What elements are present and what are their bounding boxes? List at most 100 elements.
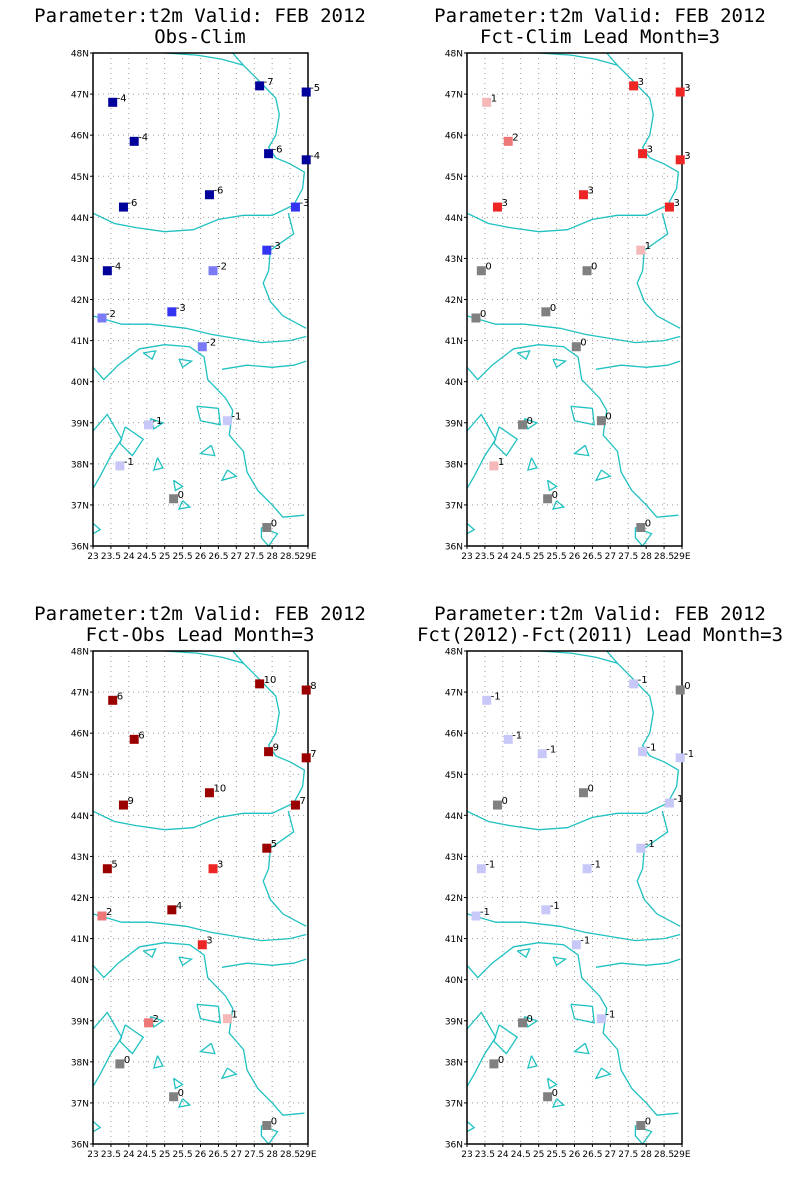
station-marker [255,81,265,91]
station-value-label: -3 [271,241,281,252]
coastline-path [164,650,244,664]
station-marker [629,679,639,689]
coastline-path [152,1055,164,1069]
station-marker [264,747,274,757]
coastline [92,52,307,548]
station-marker [636,523,646,533]
coastline-path [493,1024,519,1055]
station-marker [596,1014,606,1024]
station-value-label: -1 [673,794,683,805]
grid [467,53,682,546]
station-marker [167,307,177,317]
coastline-path [92,522,102,535]
station-value-label: -4 [117,93,127,104]
coastline-path [172,1077,184,1090]
x-tick-label: 23 [87,552,98,562]
y-tick-label: 38N [71,460,89,470]
x-tick-label: 29E [673,1150,690,1160]
station-value-label: 7 [299,796,305,807]
station-value-label: 8 [310,681,316,692]
y-tick-label: 40N [71,378,89,388]
station-value-label: 3 [684,83,690,94]
coastline-path [92,913,307,942]
station-value-label: -1 [485,860,495,871]
x-tick-label: 27.5 [618,552,638,562]
station-value-label: 3 [638,77,644,88]
x-tick-label: 28.5 [280,552,300,562]
y-tick-label: 46N [445,730,463,740]
station-marker [222,1014,232,1024]
station-value-label: -1 [580,936,590,947]
coastline [92,650,307,1146]
y-tick-label: 46N [71,132,89,142]
station-marker [471,313,481,323]
x-tick-label: 23 [87,1150,98,1160]
coastline-path [220,469,238,482]
coastline-path [466,413,497,489]
y-tick-label: 47N [445,91,463,101]
x-tick-label: 27.5 [618,1150,638,1160]
coastline-path [594,469,612,482]
station-value-label: 0 [684,681,690,692]
coastline-path [196,1003,221,1024]
y-tick-label: 39N [445,1017,463,1027]
station-marker [638,149,648,159]
y-tick-label: 48N [71,50,89,60]
coastline-path [119,426,145,457]
station-value-label: -3 [176,303,186,314]
station-value-label: -6 [213,186,223,197]
coastline-path [220,1067,238,1080]
station-value-label: 0 [271,519,277,530]
coastline-path [92,942,305,1116]
x-tick-label: 25 [533,1150,544,1160]
coastline-path [493,426,519,457]
coastline-path [538,52,618,66]
station-value-label: 2 [512,132,518,143]
station-value-label: 0 [645,519,651,530]
station-marker [638,747,648,757]
coastline-path [119,1024,145,1055]
station-marker [582,266,592,276]
x-tick-label: 26.5 [208,552,228,562]
plot-area [93,53,308,546]
station-marker [489,1059,499,1069]
station-marker [636,1121,646,1131]
x-tick-label: 27.5 [244,552,264,562]
coastline-path [595,360,681,370]
coastline-path [551,1098,566,1108]
station-marker [541,905,551,915]
coastline-path [516,350,531,361]
x-tick-label: 25.5 [173,1150,193,1160]
station-marker [543,1092,553,1102]
station-value-label: 3 [587,186,593,197]
x-tick-label: 24 [497,1150,509,1160]
y-tick-label: 42N [445,894,463,904]
y-tick-label: 36N [445,1141,463,1151]
station-marker [476,864,486,874]
x-tick-label: 24.5 [137,552,157,562]
station-value-label: -1 [480,907,490,918]
x-tick-label: 28 [266,1150,278,1160]
station-value-label: -4 [138,132,148,143]
station-value-label: 1 [645,241,651,252]
coastline-path [466,344,679,518]
station-value-label: 0 [485,262,491,273]
x-tick-label: 28.5 [280,1150,300,1160]
plot-area [467,651,682,1144]
station-value-label: 1 [491,93,497,104]
station-value-label: -1 [491,691,501,702]
x-tick-label: 29E [673,552,690,562]
station-marker [476,266,486,276]
panel-subtitle: Fct(2012)-Fct(2011) Lead Month=3 [416,624,784,646]
station-marker [255,679,265,689]
y-tick-label: 39N [71,419,89,429]
station-marker [301,155,311,165]
panel-title: Parameter:t2m Valid: FEB 2012 [34,5,366,27]
station-value-label: 10 [213,784,226,795]
station-marker [222,416,232,426]
station-marker [301,685,311,695]
coastline-path [92,413,123,489]
station-marker [482,695,492,705]
station-marker [208,266,218,276]
coastline-path [466,315,681,344]
